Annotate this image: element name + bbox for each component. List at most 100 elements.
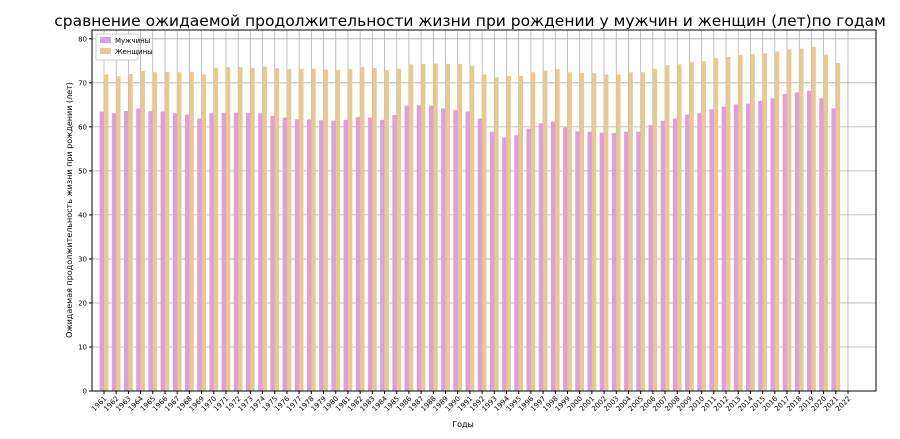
bar-women xyxy=(164,71,170,391)
bar-men xyxy=(489,131,495,391)
bar-women xyxy=(628,72,633,391)
bar-women xyxy=(652,68,658,392)
y-tick-label: 40 xyxy=(78,211,87,219)
x-axis-label: Годы xyxy=(452,420,474,429)
bar-women xyxy=(396,68,402,392)
bar-women xyxy=(189,71,194,391)
bar-men xyxy=(575,131,580,391)
bar-women xyxy=(177,72,182,391)
bar-women xyxy=(152,72,158,391)
bar-men xyxy=(538,123,544,391)
bar-women xyxy=(799,48,804,392)
bar-men xyxy=(331,120,336,391)
y-tick-label: 20 xyxy=(78,299,87,307)
bar-women xyxy=(250,67,255,392)
bar-men xyxy=(611,133,617,391)
bar-men xyxy=(526,128,531,392)
bar-men xyxy=(172,113,178,391)
bar-women xyxy=(201,74,206,392)
bar-men xyxy=(258,113,263,391)
bar-women xyxy=(116,76,121,391)
bar-men xyxy=(233,112,239,391)
bar-men xyxy=(282,117,287,392)
bar-men xyxy=(184,114,190,392)
bar-women xyxy=(262,66,267,391)
bar-men xyxy=(367,117,373,392)
bar-women xyxy=(128,74,133,392)
y-tick-label: 30 xyxy=(78,255,87,263)
bar-men xyxy=(709,109,714,392)
bar-men xyxy=(782,93,788,392)
bar-men xyxy=(624,131,629,391)
bar-women xyxy=(530,72,536,391)
bar-women xyxy=(787,49,792,392)
bar-men xyxy=(221,112,226,391)
bar-women xyxy=(738,55,743,391)
bar-women xyxy=(335,70,341,391)
bar-men xyxy=(794,92,800,391)
bar-women xyxy=(677,64,682,392)
bar-men xyxy=(111,113,117,391)
bars xyxy=(99,46,841,392)
bar-women xyxy=(104,74,109,392)
bar-women xyxy=(445,63,450,392)
bar-women xyxy=(323,69,328,391)
bar-women xyxy=(774,51,780,391)
legend-swatch-men xyxy=(100,37,111,43)
bar-men xyxy=(599,132,605,391)
y-tick-label: 70 xyxy=(78,79,87,87)
bar-women xyxy=(347,69,353,392)
bar-women xyxy=(469,66,475,391)
legend-swatch-women xyxy=(100,48,111,54)
bar-men xyxy=(648,125,653,391)
y-tick-label: 60 xyxy=(78,123,87,131)
bar-women xyxy=(360,66,365,392)
bar-men xyxy=(453,110,458,391)
bar-men xyxy=(270,115,275,391)
plot-frame xyxy=(91,29,877,392)
bar-women xyxy=(311,68,316,392)
bar-men xyxy=(563,127,568,392)
bar-women xyxy=(726,56,731,391)
bar-men xyxy=(477,118,483,392)
bar-men xyxy=(416,105,422,391)
y-tick-label: 50 xyxy=(78,167,87,175)
bar-men xyxy=(441,108,446,392)
bar-men xyxy=(697,113,702,391)
bar-men xyxy=(245,112,251,391)
bar-women xyxy=(713,58,719,392)
bar-men xyxy=(819,98,824,392)
y-tick-label: 80 xyxy=(78,35,87,43)
bar-women xyxy=(372,67,377,392)
bar-women xyxy=(823,54,828,392)
bar-men xyxy=(355,117,361,392)
y-axis-label: Ожидаемая продолжительность жизни при ро… xyxy=(65,82,74,338)
bar-men xyxy=(807,90,812,391)
bar-men xyxy=(502,137,507,391)
bar-men xyxy=(124,111,129,391)
bar-men xyxy=(685,114,690,392)
bar-women xyxy=(238,66,243,392)
bar-women xyxy=(213,67,219,392)
bar-women xyxy=(274,68,280,392)
bar-men xyxy=(465,111,470,391)
bar-men xyxy=(197,118,202,392)
bar-women xyxy=(604,74,609,392)
bar-men xyxy=(380,119,385,391)
legend: Мужчины Женщины xyxy=(95,33,153,61)
bar-women xyxy=(408,64,414,392)
bar-women xyxy=(482,74,487,392)
bar-women xyxy=(640,72,646,391)
bar-women xyxy=(567,72,572,391)
bar-men xyxy=(343,119,348,391)
chart-title: сравнение ожидаемой продолжительности жи… xyxy=(54,12,886,30)
bar-women xyxy=(701,61,707,391)
bar-women xyxy=(286,69,292,392)
bar-women xyxy=(811,46,816,391)
y-tick-label: 0 xyxy=(83,388,87,396)
bar-men xyxy=(758,100,763,391)
bar-men xyxy=(209,113,214,391)
y-axis: 0 10 20 30 40 50 60 70 80 xyxy=(78,35,92,396)
